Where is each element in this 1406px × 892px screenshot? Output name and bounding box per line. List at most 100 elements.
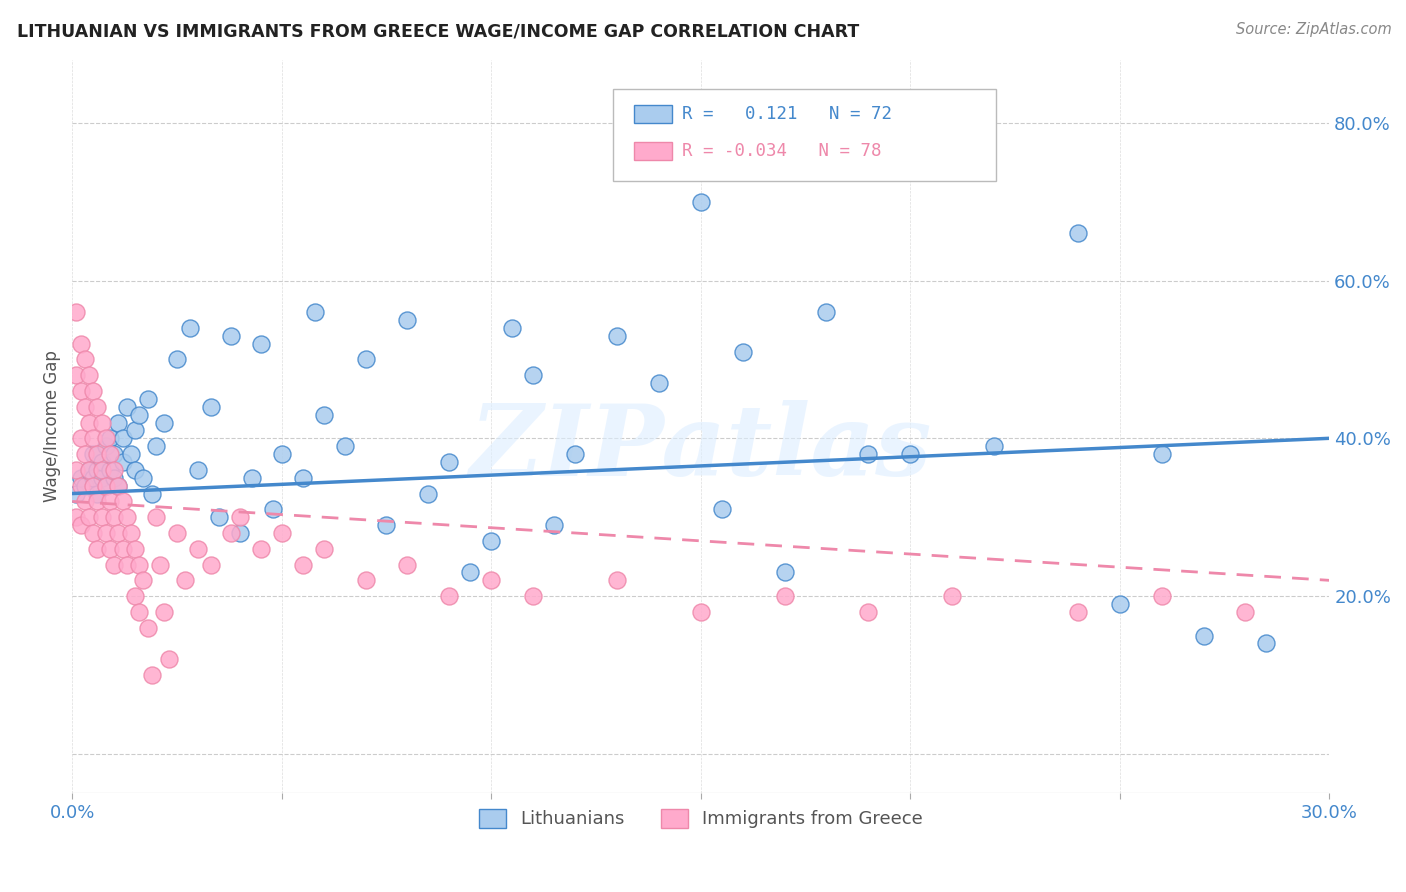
Point xyxy=(270,526,292,541)
Point xyxy=(221,328,243,343)
Point xyxy=(1067,226,1090,240)
Point xyxy=(98,431,121,445)
Point xyxy=(124,589,146,603)
Point xyxy=(898,447,921,461)
Point xyxy=(941,589,963,603)
Point xyxy=(941,147,963,161)
Point xyxy=(98,541,121,556)
Point xyxy=(312,408,335,422)
Point xyxy=(858,605,880,619)
Point xyxy=(65,368,87,383)
Text: LITHUANIAN VS IMMIGRANTS FROM GREECE WAGE/INCOME GAP CORRELATION CHART: LITHUANIAN VS IMMIGRANTS FROM GREECE WAG… xyxy=(17,22,859,40)
Point xyxy=(86,486,108,500)
Text: R = -0.034   N = 78: R = -0.034 N = 78 xyxy=(682,142,882,160)
Point xyxy=(107,526,129,541)
Point xyxy=(69,471,91,485)
Point xyxy=(115,400,138,414)
Point xyxy=(82,384,104,398)
Point xyxy=(522,589,544,603)
Point xyxy=(354,574,377,588)
Point xyxy=(128,605,150,619)
Y-axis label: Wage/Income Gap: Wage/Income Gap xyxy=(44,351,60,502)
Point xyxy=(208,510,231,524)
Point xyxy=(115,558,138,572)
Point xyxy=(103,471,125,485)
Point xyxy=(229,510,252,524)
Point xyxy=(1234,605,1257,619)
Point xyxy=(65,510,87,524)
Point xyxy=(479,574,502,588)
Point xyxy=(82,447,104,461)
Point xyxy=(1150,447,1173,461)
Point xyxy=(606,328,628,343)
Bar xyxy=(634,142,672,161)
Point xyxy=(86,400,108,414)
Point xyxy=(200,400,222,414)
Point xyxy=(291,558,314,572)
Point xyxy=(86,447,108,461)
Point xyxy=(174,574,197,588)
Point xyxy=(90,510,112,524)
Point xyxy=(77,416,100,430)
Point xyxy=(132,471,155,485)
Point xyxy=(270,447,292,461)
Point xyxy=(710,502,733,516)
Point xyxy=(136,392,159,406)
Bar xyxy=(634,105,672,123)
Point xyxy=(82,526,104,541)
Point xyxy=(69,518,91,533)
Point xyxy=(187,541,209,556)
Point xyxy=(124,463,146,477)
Point xyxy=(564,447,586,461)
Point xyxy=(149,558,172,572)
Point xyxy=(354,352,377,367)
Point xyxy=(69,478,91,492)
Point xyxy=(73,447,96,461)
Point xyxy=(439,455,461,469)
Point xyxy=(439,589,461,603)
Point xyxy=(983,439,1005,453)
Point xyxy=(648,376,671,390)
Point xyxy=(157,652,180,666)
Point xyxy=(86,494,108,508)
Point xyxy=(69,336,91,351)
Point xyxy=(145,510,167,524)
Point xyxy=(858,447,880,461)
Point xyxy=(98,447,121,461)
Point xyxy=(69,384,91,398)
Point xyxy=(418,486,440,500)
Point xyxy=(304,305,326,319)
Point xyxy=(1256,636,1278,650)
Point xyxy=(111,431,134,445)
Point xyxy=(1067,605,1090,619)
Point xyxy=(773,589,796,603)
Point xyxy=(77,463,100,477)
Point xyxy=(773,566,796,580)
Point xyxy=(103,463,125,477)
Point xyxy=(65,305,87,319)
Point xyxy=(86,541,108,556)
Point xyxy=(312,541,335,556)
Point xyxy=(107,478,129,492)
Point xyxy=(94,439,117,453)
Point xyxy=(73,494,96,508)
Point xyxy=(221,526,243,541)
Point xyxy=(107,416,129,430)
Point xyxy=(82,471,104,485)
Point xyxy=(103,510,125,524)
Point xyxy=(249,541,271,556)
Point xyxy=(229,526,252,541)
Point xyxy=(115,510,138,524)
Point xyxy=(111,455,134,469)
Point xyxy=(98,494,121,508)
Point xyxy=(77,510,100,524)
Point xyxy=(145,439,167,453)
FancyBboxPatch shape xyxy=(613,89,995,181)
Point xyxy=(120,526,142,541)
Point xyxy=(458,566,481,580)
Point xyxy=(73,352,96,367)
Point xyxy=(333,439,356,453)
Point xyxy=(65,486,87,500)
Point xyxy=(291,471,314,485)
Point xyxy=(90,416,112,430)
